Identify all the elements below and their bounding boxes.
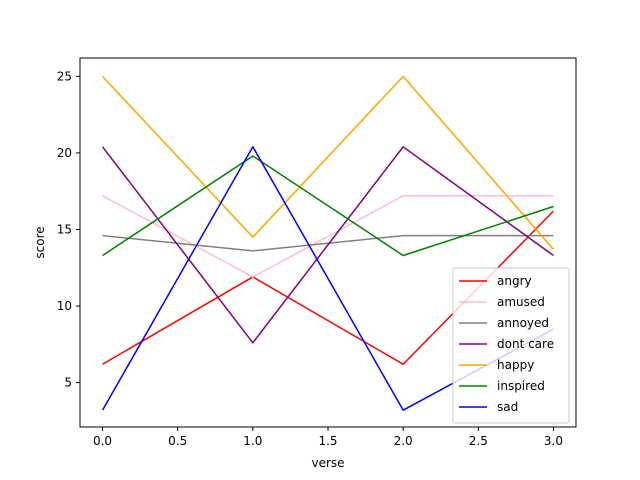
x-tick-label: 2.5 — [469, 434, 488, 448]
x-tick-label: 1.5 — [318, 434, 337, 448]
x-tick-label: 1.0 — [243, 434, 262, 448]
series-line-happy — [101, 75, 555, 250]
legend: angry amused annoyed dont care happy inspired… — [452, 267, 570, 424]
y-tick-label: 10 — [57, 299, 72, 313]
y-tick-label: 15 — [57, 222, 72, 236]
x-tick-label: 0.5 — [168, 434, 187, 448]
legend-label-annoyed: annoyed — [497, 316, 549, 330]
legend-label-inspired: inspired — [497, 379, 545, 393]
legend-label-amused: amused — [497, 295, 545, 309]
x-tick-label: 0.0 — [93, 434, 112, 448]
series-line-dont-care — [101, 146, 554, 344]
series-line-annoyed — [102, 234, 554, 252]
series-line-inspired — [102, 155, 554, 257]
legend-label-dont-care: dont care — [497, 337, 554, 351]
legend-label-angry: angry — [497, 274, 532, 288]
legend-box — [452, 267, 570, 424]
x-axis-ticks: 0.0 0.5 1.0 1.5 2.0 2.5 3.0 — [93, 427, 563, 448]
x-tick-label: 3.0 — [544, 434, 563, 448]
y-tick-label: 25 — [57, 69, 72, 83]
y-tick-label: 20 — [57, 146, 72, 160]
x-axis-label: verse — [311, 456, 344, 470]
x-tick-label: 2.0 — [394, 434, 413, 448]
legend-label-happy: happy — [497, 358, 534, 372]
y-tick-label: 5 — [64, 376, 72, 390]
legend-label-sad: sad — [497, 400, 518, 414]
y-axis-label: score — [33, 226, 47, 258]
series-layer — [101, 75, 555, 411]
series-line-amused — [102, 195, 554, 278]
y-axis-ticks: 5 10 15 20 25 — [57, 69, 80, 390]
